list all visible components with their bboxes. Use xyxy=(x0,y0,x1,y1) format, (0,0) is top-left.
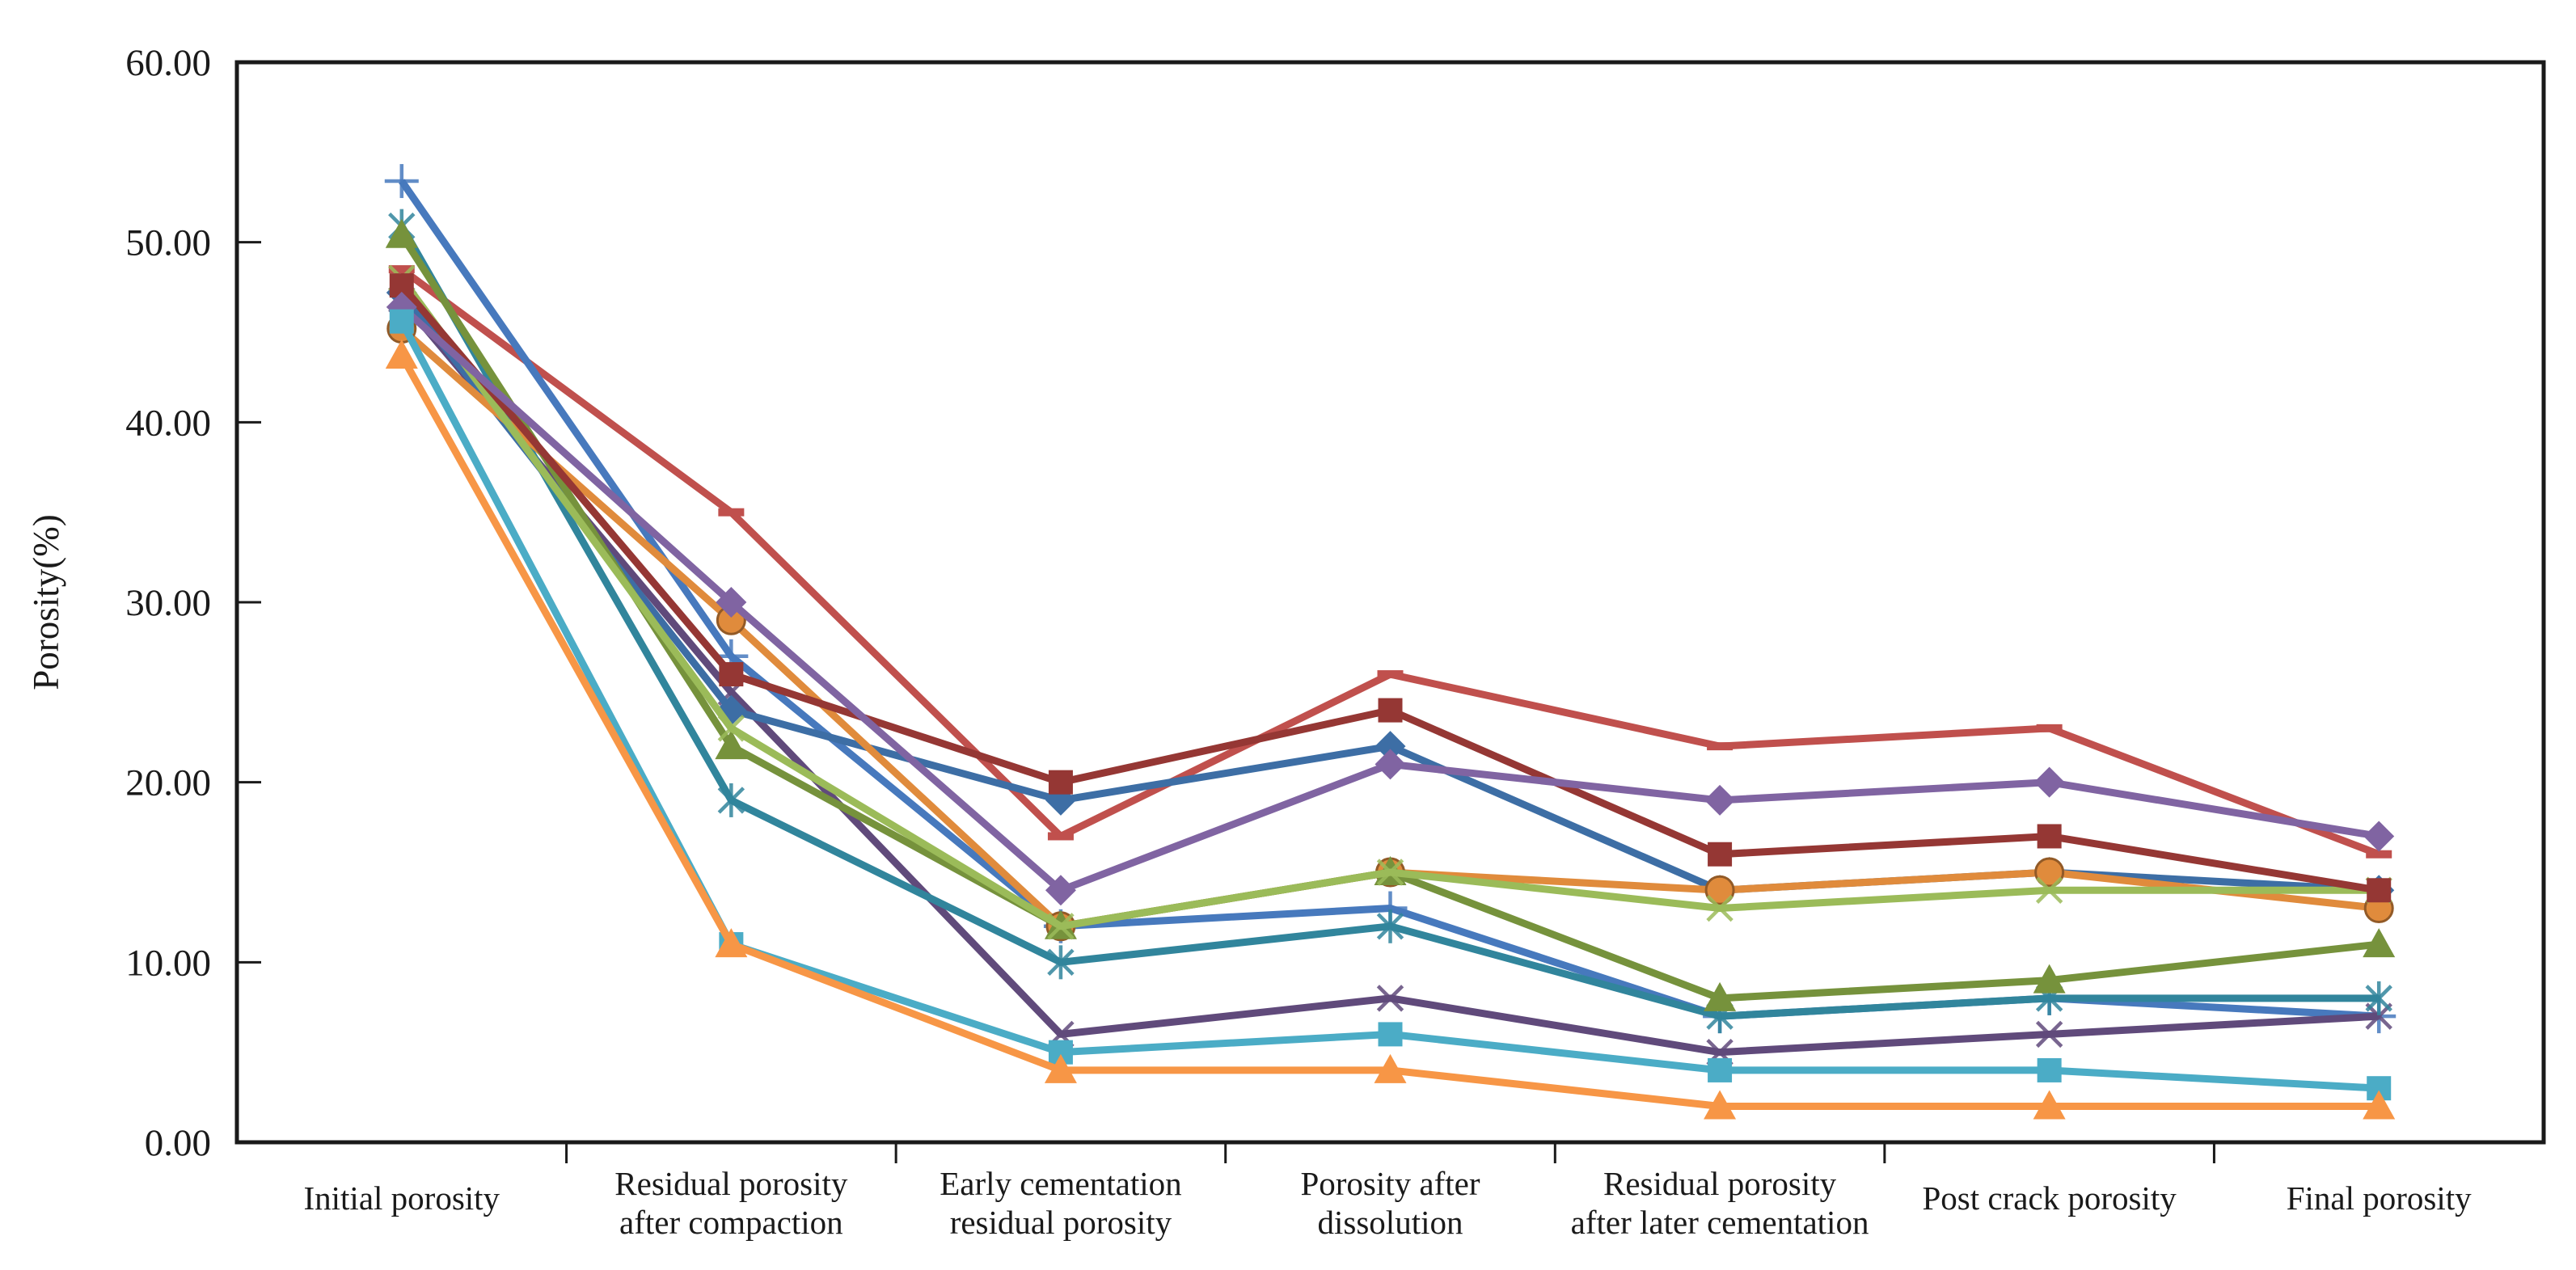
blue-plus-series xyxy=(384,163,2397,1034)
y-axis-tick-label: 40.00 xyxy=(125,402,211,444)
diamond-marker xyxy=(1704,784,1736,816)
diamond-marker xyxy=(1375,749,1406,780)
triangle-marker xyxy=(2363,1090,2396,1120)
diamond-marker xyxy=(2033,766,2065,798)
x-axis-category-label: Residual porosity after compaction xyxy=(614,1165,848,1241)
y-axis-tick-label: 60.00 xyxy=(125,42,211,84)
diamond-marker xyxy=(2363,821,2395,852)
x-axis-category-label: Post crack porosity xyxy=(1922,1179,2177,1217)
dash-marker xyxy=(1707,742,1734,751)
x-axis-category-label: Porosity after dissolution xyxy=(1300,1165,1480,1241)
triangle-marker xyxy=(1374,1053,1407,1083)
triangle-marker xyxy=(2033,1090,2066,1120)
series-line xyxy=(399,304,2380,894)
triangle-marker xyxy=(385,339,418,369)
triangle-marker xyxy=(385,218,418,248)
series-line xyxy=(399,276,2380,930)
red-dash-series xyxy=(388,265,2392,859)
square-marker xyxy=(2367,878,2392,903)
x-axis-category-label: Final porosity xyxy=(2287,1179,2472,1217)
x-axis-category-label: Residual porosity after later cementation xyxy=(1571,1165,1869,1241)
y-axis-tick-label: 50.00 xyxy=(125,222,211,264)
dash-marker xyxy=(2366,850,2392,859)
plot-border xyxy=(234,60,2546,1145)
dash-marker xyxy=(2036,724,2063,732)
x-axis-category-label: Initial porosity xyxy=(304,1179,500,1217)
x-marker xyxy=(2035,1020,2063,1048)
y-axis-tick-label: 30.00 xyxy=(125,582,211,624)
square-marker xyxy=(1048,770,1073,795)
dash-marker xyxy=(388,265,415,274)
square-marker xyxy=(1378,1022,1403,1047)
diamond-marker xyxy=(716,587,747,618)
diamond-marker xyxy=(1045,875,1076,906)
triangle-marker xyxy=(1704,981,1737,1011)
x-marker xyxy=(1047,913,1075,940)
circle-marker xyxy=(2034,857,2065,888)
square-marker xyxy=(2037,824,2062,849)
diamond-marker xyxy=(1375,731,1406,762)
square-marker xyxy=(389,309,414,334)
x-axis-category-label: Early cementation residual porosity xyxy=(940,1165,1181,1241)
triangle-marker xyxy=(715,928,748,958)
y-axis-tick-label: 20.00 xyxy=(125,762,211,804)
triangle-marker xyxy=(715,730,748,760)
dash-marker xyxy=(1047,832,1074,841)
series-line xyxy=(399,326,2380,930)
triangle-marker xyxy=(2363,928,2396,958)
square-marker xyxy=(1708,842,1733,867)
triangle-marker xyxy=(1704,1090,1737,1120)
x-marker xyxy=(1376,859,1404,886)
x-marker xyxy=(717,715,745,742)
orange-triangle-series xyxy=(385,339,2396,1120)
triangle-marker xyxy=(1044,1053,1077,1083)
square-marker xyxy=(719,662,744,687)
x-marker xyxy=(1376,985,1404,1012)
square-marker xyxy=(1708,1057,1733,1082)
maroon-square-series xyxy=(389,273,2392,903)
x-marker xyxy=(1706,894,1734,922)
y-axis-title: Porosity(%) xyxy=(26,514,66,690)
square-marker xyxy=(2037,1057,2062,1082)
triangle-marker xyxy=(2033,964,2066,994)
y-axis-tick-label: 10.00 xyxy=(125,942,211,984)
dash-marker xyxy=(718,508,745,517)
y-axis-tick-label: 0.00 xyxy=(145,1122,211,1164)
circle-marker xyxy=(1704,875,1735,905)
x-marker xyxy=(2035,876,2063,904)
dash-marker xyxy=(1377,670,1404,679)
square-marker xyxy=(1378,698,1403,723)
